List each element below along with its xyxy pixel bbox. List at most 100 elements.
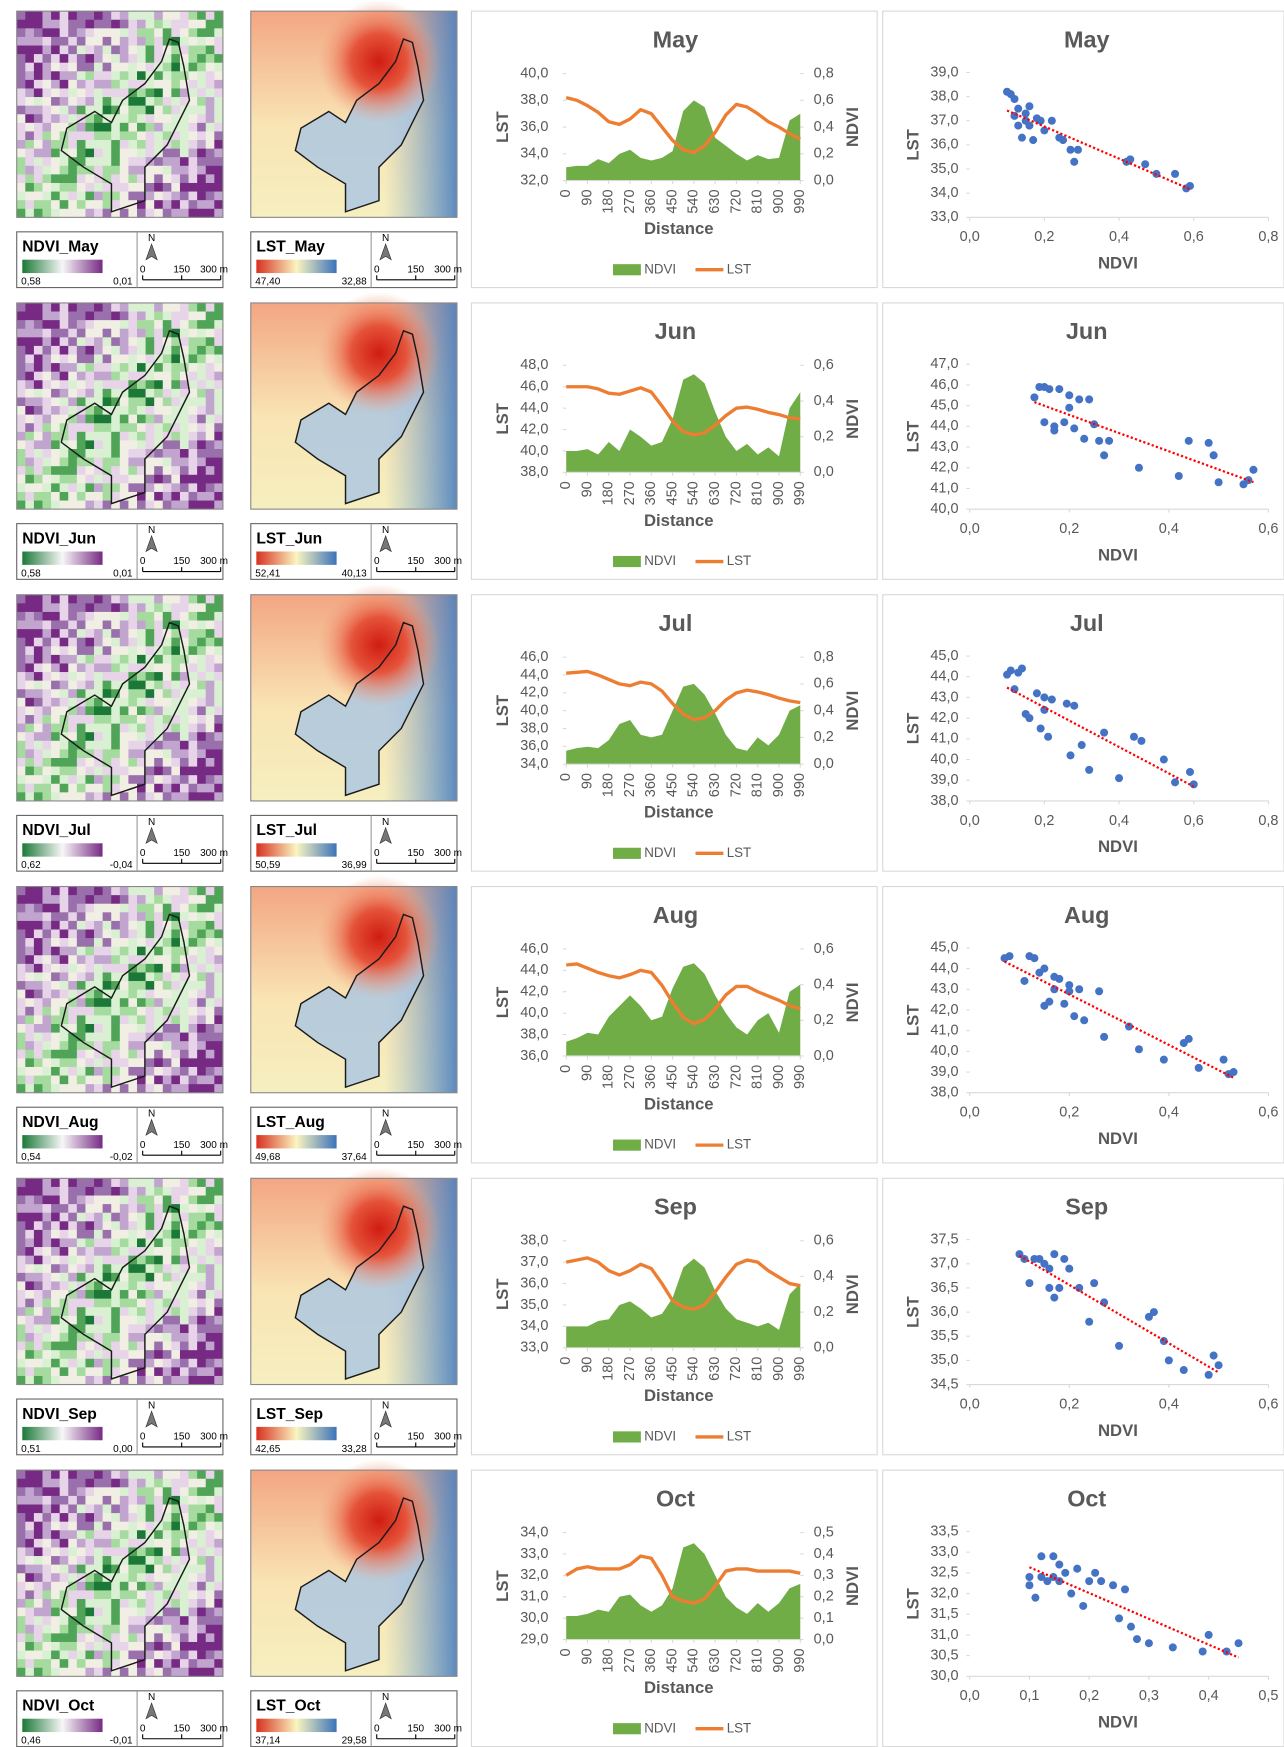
map-colorbar bbox=[256, 260, 336, 273]
x-tick-label: 720 bbox=[728, 481, 744, 505]
point bbox=[1020, 977, 1028, 985]
point bbox=[1031, 1594, 1039, 1602]
y-tick-label: 38,0 bbox=[520, 1026, 548, 1042]
legend-label: NDVI bbox=[644, 1428, 676, 1443]
y2-tick-label: 0,4 bbox=[814, 1546, 834, 1562]
x-tick-label: 90 bbox=[579, 1065, 595, 1081]
y-tick-label: 35,5 bbox=[930, 1328, 958, 1344]
x-tick-label: 630 bbox=[707, 1648, 723, 1672]
map-raster bbox=[251, 292, 457, 509]
legend-swatch bbox=[613, 1723, 641, 1734]
chart-title: Aug bbox=[653, 902, 698, 928]
point bbox=[1205, 1631, 1213, 1639]
scale-bar-label: 0 bbox=[140, 556, 146, 567]
point bbox=[1065, 391, 1073, 399]
point bbox=[1070, 158, 1078, 166]
x-tick-label: 180 bbox=[601, 1065, 617, 1089]
point bbox=[1014, 122, 1022, 130]
scale-bar-label: 300 m bbox=[434, 264, 462, 275]
point bbox=[1235, 1639, 1243, 1647]
y-axis-title: LST bbox=[903, 128, 922, 160]
y-tick-label: 30,0 bbox=[930, 1668, 958, 1684]
x-axis-title: NDVI bbox=[1098, 545, 1138, 564]
x-axis-title: Distance bbox=[644, 1678, 714, 1697]
point bbox=[1109, 1581, 1117, 1589]
point bbox=[1065, 1265, 1073, 1273]
x-tick-label: 990 bbox=[792, 481, 808, 505]
scale-bar-label: 150 bbox=[173, 1140, 190, 1151]
map-raster bbox=[17, 1178, 224, 1385]
point bbox=[1115, 1342, 1123, 1350]
scale-bar-label: 150 bbox=[173, 1432, 190, 1443]
y-tick-label: 40,0 bbox=[520, 443, 548, 459]
y-tick-label: 38,0 bbox=[520, 720, 548, 736]
point bbox=[1199, 1647, 1207, 1655]
point bbox=[1044, 733, 1052, 741]
map-legend-high: 0,51 bbox=[21, 1444, 41, 1455]
north-label: N bbox=[148, 233, 155, 244]
x-tick-label: 0,6 bbox=[1184, 813, 1204, 829]
point bbox=[1091, 1569, 1099, 1577]
x-axis-title: Distance bbox=[644, 1094, 714, 1113]
point bbox=[1190, 780, 1198, 788]
x-tick-label: 90 bbox=[579, 773, 595, 789]
x-tick-label: 360 bbox=[643, 1357, 659, 1381]
point bbox=[1150, 1308, 1158, 1316]
y-tick-label: 42,0 bbox=[520, 421, 548, 437]
y-tick-label: 43,0 bbox=[930, 981, 958, 997]
scale-bar-label: 300 m bbox=[434, 848, 462, 859]
x-tick-label: 720 bbox=[728, 1648, 744, 1672]
scale-bar-label: 0 bbox=[140, 848, 146, 859]
y2-axis-title: NDVI bbox=[843, 107, 862, 147]
x-tick-label: 540 bbox=[686, 1065, 702, 1089]
scale-bar-label: 150 bbox=[173, 264, 190, 275]
point bbox=[1133, 1635, 1141, 1643]
point bbox=[1165, 1356, 1173, 1364]
x-tick-label: 900 bbox=[771, 481, 787, 505]
point bbox=[1085, 1577, 1093, 1585]
x-tick-label: 450 bbox=[664, 189, 680, 213]
y2-tick-label: 0,4 bbox=[814, 702, 834, 718]
y-tick-label: 37,0 bbox=[520, 1254, 548, 1270]
point bbox=[1055, 1561, 1063, 1569]
y-tick-label: 41,0 bbox=[930, 1022, 958, 1038]
scale-bar-label: 0 bbox=[140, 264, 146, 275]
y-tick-label: 42,0 bbox=[520, 685, 548, 701]
y2-tick-label: 0,4 bbox=[814, 1268, 834, 1284]
y-tick-label: 40,0 bbox=[930, 501, 958, 517]
point bbox=[1049, 1552, 1057, 1560]
y-tick-label: 40,0 bbox=[520, 702, 548, 718]
y-tick-label: 38,0 bbox=[520, 464, 548, 480]
x-tick-label: 0,5 bbox=[1258, 1688, 1278, 1704]
y2-tick-label: 0,6 bbox=[814, 676, 834, 692]
map-colorbar bbox=[22, 260, 102, 273]
map-legend-title: LST_Jul bbox=[256, 822, 317, 839]
y-tick-label: 43,0 bbox=[930, 439, 958, 455]
scale-bar-label: 300 m bbox=[200, 1432, 228, 1443]
north-label: N bbox=[148, 525, 155, 536]
x-axis-title: Distance bbox=[644, 803, 714, 822]
legend-label: LST bbox=[727, 553, 752, 568]
point bbox=[1055, 385, 1063, 393]
x-tick-label: 900 bbox=[771, 773, 787, 797]
scale-bar-label: 0 bbox=[374, 848, 380, 859]
scale-bar-label: 0 bbox=[140, 1723, 146, 1734]
x-tick-label: 0,4 bbox=[1109, 813, 1129, 829]
x-tick-label: 810 bbox=[750, 1648, 766, 1672]
map-legend-title: LST_Aug bbox=[256, 1114, 324, 1131]
legend-label: LST bbox=[727, 845, 752, 860]
x-tick-label: 0,0 bbox=[960, 521, 980, 537]
y-axis-title: LST bbox=[493, 1278, 512, 1310]
x-tick-label: 360 bbox=[643, 189, 659, 213]
x-tick-label: 270 bbox=[622, 481, 638, 505]
point bbox=[1060, 1255, 1068, 1263]
y-tick-label: 38,0 bbox=[520, 1233, 548, 1249]
x-tick-label: 0 bbox=[558, 1357, 574, 1365]
point bbox=[1033, 689, 1041, 697]
north-label: N bbox=[148, 1109, 155, 1120]
point bbox=[1105, 437, 1113, 445]
point bbox=[1121, 1585, 1129, 1593]
point bbox=[1169, 1643, 1177, 1651]
y-tick-label: 44,0 bbox=[930, 669, 958, 685]
y-axis-title: LST bbox=[493, 402, 512, 434]
